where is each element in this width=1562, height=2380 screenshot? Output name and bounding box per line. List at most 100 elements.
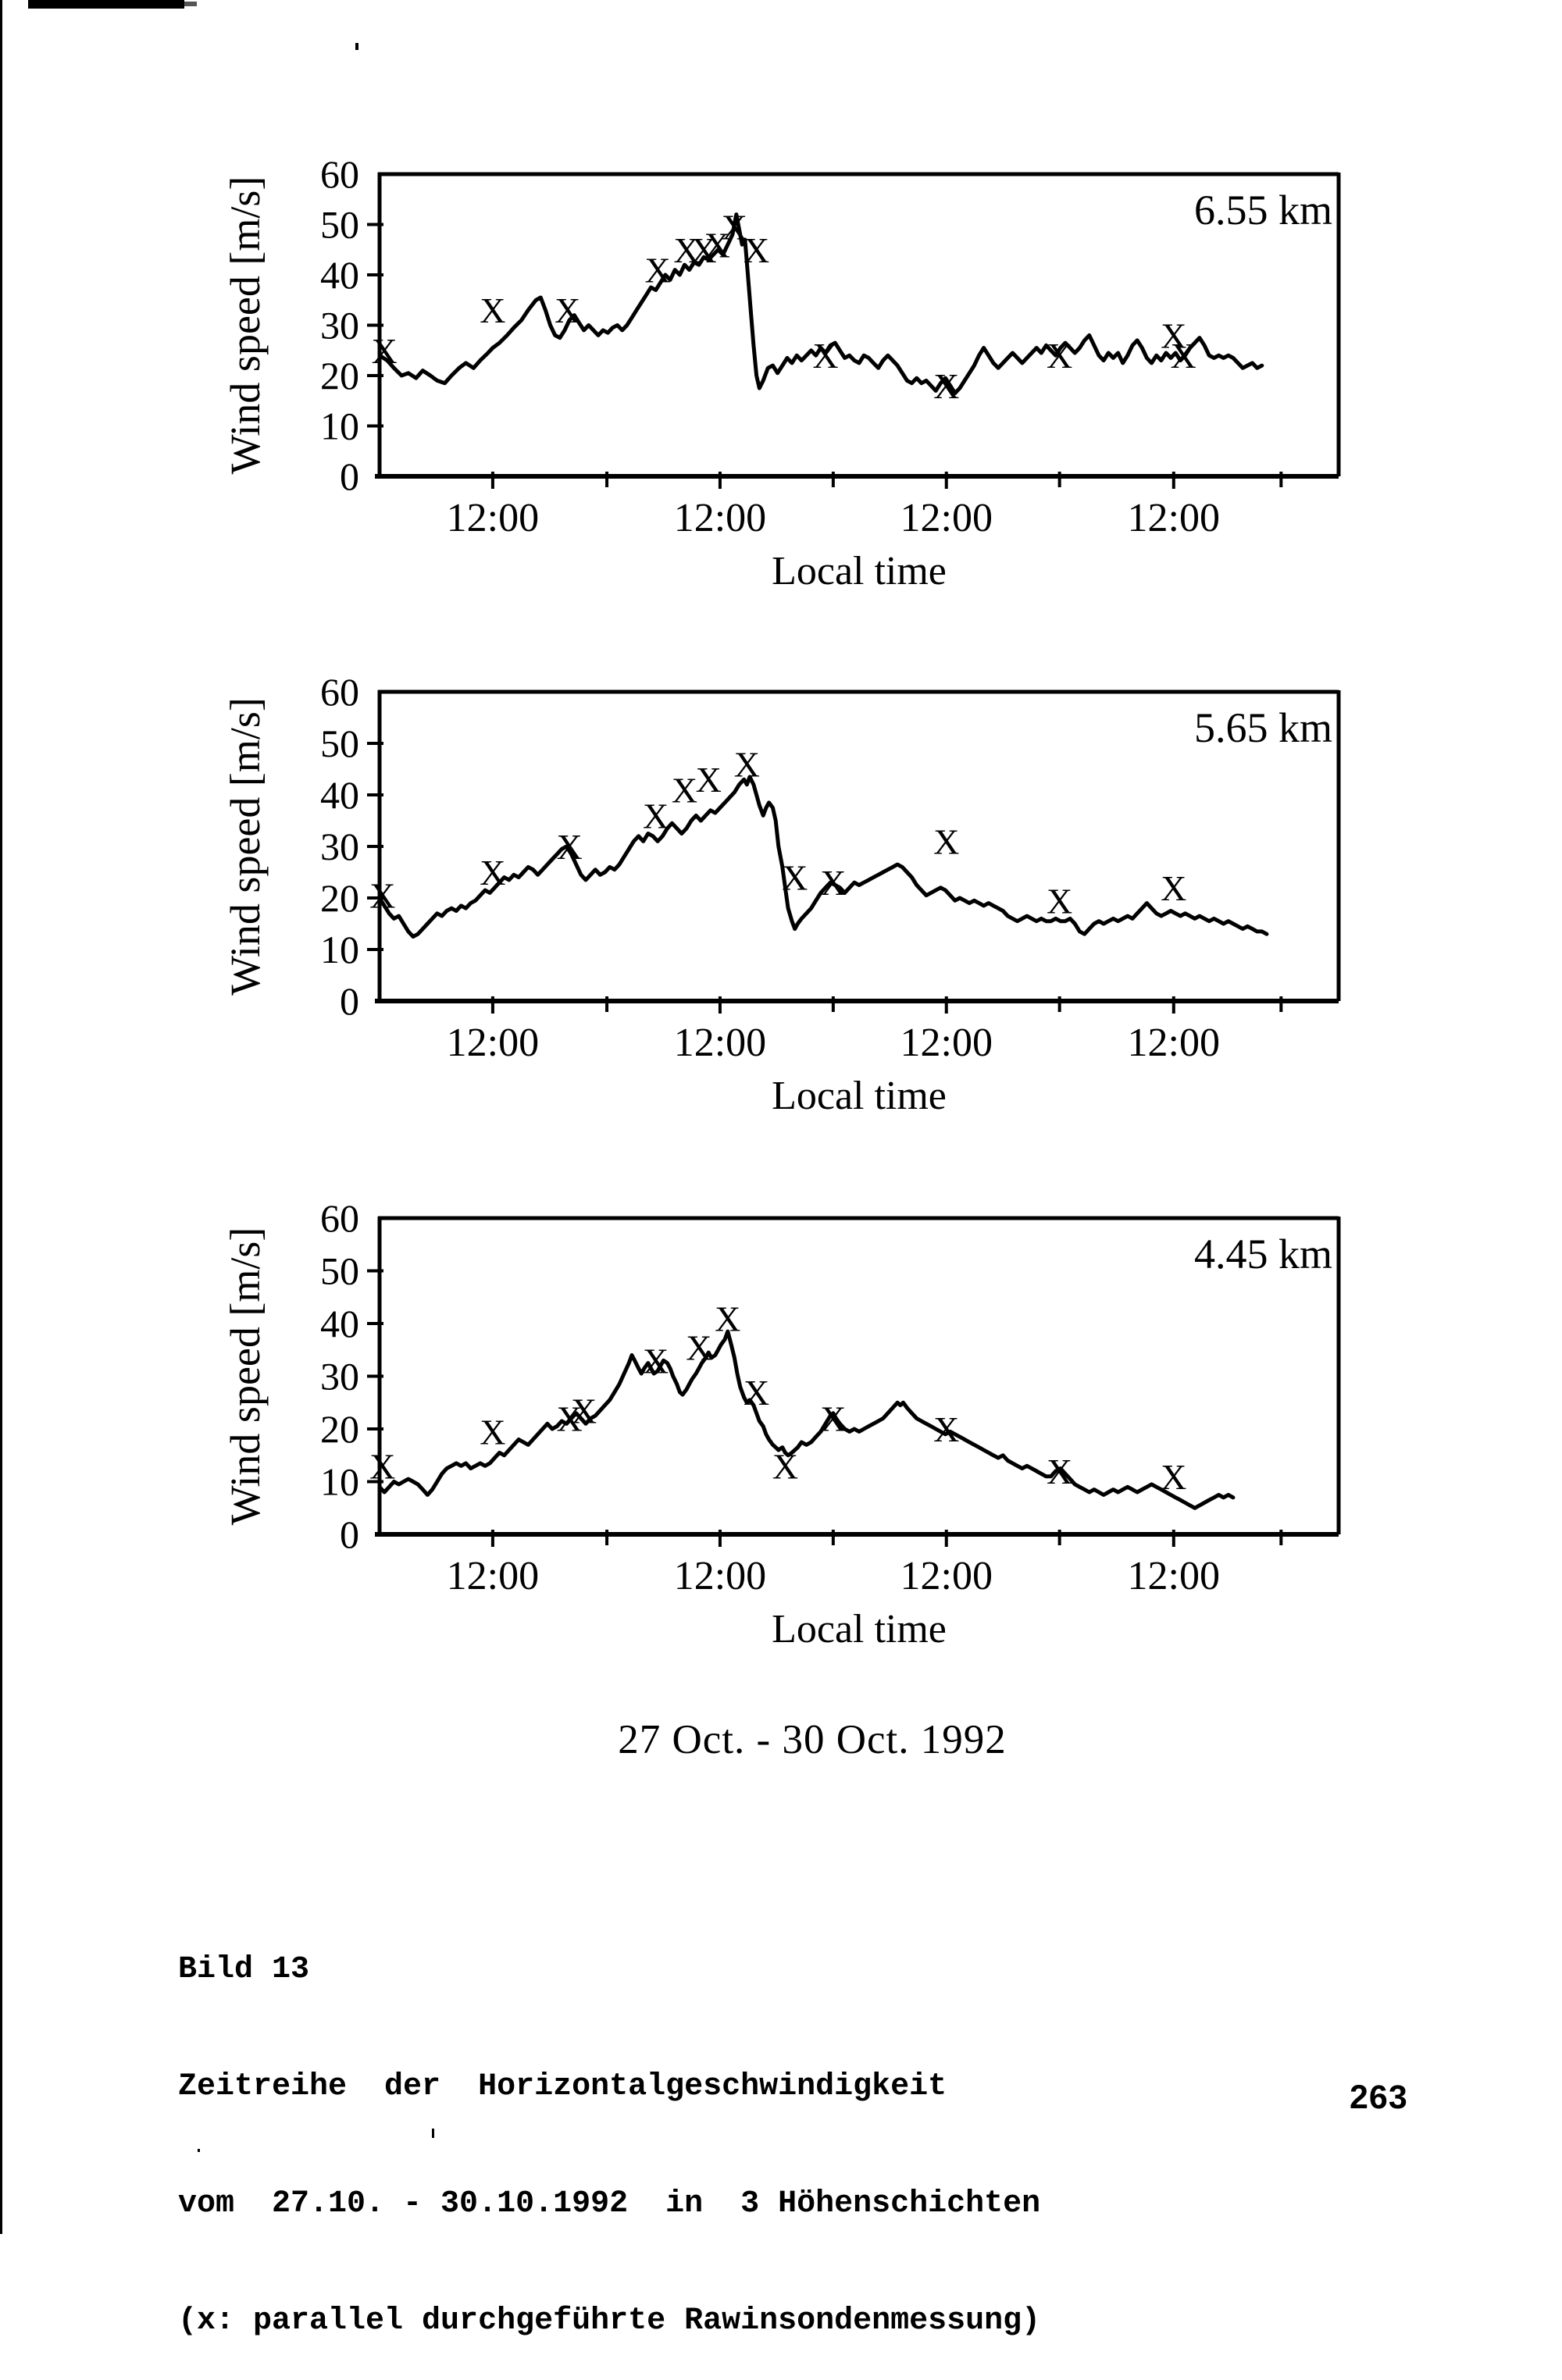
- scanned-page: { "page": { "date_range_label": "27 Oct.…: [0, 0, 1408, 2339]
- x-tick-label: 12:00: [447, 496, 539, 540]
- rawinsonde-marker: X: [369, 876, 395, 916]
- rawinsonde-marker: X: [690, 230, 716, 270]
- y-tick-label: 30: [320, 825, 359, 868]
- rawinsonde-marker: X: [645, 251, 671, 290]
- scan-speck: [432, 2129, 434, 2138]
- y-tick-label: 10: [320, 928, 359, 971]
- x-tick-label: 12:00: [447, 1021, 539, 1065]
- rawinsonde-marker: X: [480, 853, 505, 892]
- rawinsonde-marker: X: [1047, 1452, 1072, 1491]
- figure-caption-line: Bild 13: [178, 1952, 310, 1987]
- x-tick-label: 12:00: [900, 496, 993, 540]
- scan-artifact-top-bar: [28, 0, 184, 9]
- rawinsonde-marker: X: [1161, 1457, 1186, 1497]
- x-tick-label: 12:00: [1128, 496, 1220, 540]
- y-tick-label: 30: [320, 304, 359, 347]
- scan-speck: [198, 2149, 200, 2152]
- rawinsonde-marker: X: [734, 744, 760, 784]
- y-tick-label: 60: [320, 152, 359, 196]
- rawinsonde-marker: X: [372, 331, 398, 371]
- y-tick-label: 0: [340, 1512, 359, 1556]
- rawinsonde-marker: X: [820, 863, 846, 903]
- x-tick-label: 12:00: [900, 1554, 993, 1598]
- y-tick-label: 40: [320, 773, 359, 817]
- page-number: 263: [1350, 2079, 1408, 2116]
- figure-caption-line: vom 27.10. - 30.10.1992 in 3 Höhenschich…: [178, 2186, 1041, 2221]
- rawinsonde-marker: X: [557, 827, 583, 867]
- rawinsonde-marker: X: [812, 336, 838, 376]
- y-tick-label: 0: [340, 979, 359, 1023]
- y-tick-label: 50: [320, 1249, 359, 1293]
- rawinsonde-marker: X: [715, 1299, 740, 1338]
- y-tick-label: 20: [320, 1407, 359, 1451]
- x-axis-title: Local time: [772, 1074, 947, 1118]
- y-tick-label: 40: [320, 253, 359, 297]
- rawinsonde-marker: X: [643, 796, 669, 835]
- wind-speed-line: [377, 212, 1264, 396]
- rawinsonde-marker: X: [933, 821, 959, 861]
- rawinsonde-marker: X: [744, 1373, 769, 1413]
- rawinsonde-marker: X: [772, 1446, 798, 1486]
- y-tick-label: 30: [320, 1355, 359, 1398]
- date-range-label: 27 Oct. - 30 Oct. 1992: [618, 1717, 1007, 1762]
- x-tick-label: 12:00: [1128, 1021, 1220, 1065]
- y-tick-label: 20: [320, 876, 359, 920]
- rawinsonde-marker: X: [696, 760, 722, 800]
- rawinsonde-marker: X: [1161, 315, 1186, 355]
- wind-speed-line: [377, 1329, 1236, 1510]
- rawinsonde-marker: X: [672, 770, 697, 810]
- rawinsonde-marker: X: [820, 1399, 846, 1439]
- y-tick-label: 20: [320, 354, 359, 397]
- scan-speck: [355, 43, 358, 50]
- figure-caption: Bild 13 Zeitreihe der Horizontalgeschwin…: [178, 1872, 1040, 2380]
- rawinsonde-marker: X: [571, 1391, 597, 1430]
- x-tick-label: 12:00: [674, 1554, 766, 1598]
- y-tick-label: 0: [340, 454, 359, 498]
- x-tick-label: 12:00: [674, 1021, 766, 1065]
- rawinsonde-marker: X: [369, 1446, 395, 1486]
- y-tick-label: 50: [320, 203, 359, 247]
- x-axis-title: Local time: [772, 549, 947, 593]
- x-tick-label: 12:00: [900, 1021, 993, 1065]
- figure-caption-line: (x: parallel durchgeführte Rawinsondenme…: [178, 2303, 1041, 2339]
- rawinsonde-marker: X: [557, 1399, 583, 1439]
- y-tick-label: 40: [320, 1302, 359, 1345]
- y-axis-title: Wind speed [m/s]: [222, 697, 269, 996]
- scan-artifact-left-edge: [0, 0, 2, 2234]
- x-tick-label: 12:00: [447, 1554, 539, 1598]
- rawinsonde-marker: X: [704, 225, 730, 265]
- rawinsonde-marker: X: [744, 230, 769, 270]
- y-axis-title: Wind speed [m/s]: [222, 176, 269, 475]
- rawinsonde-marker: X: [480, 290, 505, 330]
- y-tick-label: 60: [320, 670, 359, 714]
- x-tick-label: 12:00: [674, 496, 766, 540]
- scan-artifact-top-bar-tail: [184, 2, 197, 6]
- rawinsonde-marker: X: [722, 208, 747, 248]
- rawinsonde-marker: X: [1047, 881, 1072, 921]
- altitude-label: 6.55 km: [1194, 187, 1332, 233]
- rawinsonde-marker: X: [480, 1412, 505, 1452]
- x-tick-label: 12:00: [1128, 1554, 1220, 1598]
- y-tick-label: 10: [320, 1460, 359, 1504]
- altitude-label: 5.65 km: [1194, 704, 1332, 751]
- y-axis-title: Wind speed [m/s]: [222, 1227, 269, 1526]
- rawinsonde-marker: X: [1047, 336, 1072, 376]
- rawinsonde-marker: X: [673, 230, 699, 270]
- altitude-label: 4.45 km: [1194, 1231, 1332, 1277]
- rawinsonde-marker: X: [555, 290, 580, 330]
- x-axis-title: Local time: [772, 1607, 947, 1651]
- rawinsonde-marker: X: [933, 366, 959, 406]
- y-tick-label: 50: [320, 721, 359, 765]
- y-tick-label: 10: [320, 404, 359, 448]
- rawinsonde-marker: X: [686, 1327, 711, 1367]
- rawinsonde-marker: X: [1161, 868, 1186, 908]
- figure-caption-line: Zeitreihe der Horizontalgeschwindigkeit: [178, 2069, 947, 2104]
- rawinsonde-marker: X: [782, 858, 808, 898]
- rawinsonde-marker: X: [933, 1409, 959, 1449]
- y-tick-label: 60: [320, 1196, 359, 1240]
- rawinsonde-marker: X: [643, 1341, 669, 1381]
